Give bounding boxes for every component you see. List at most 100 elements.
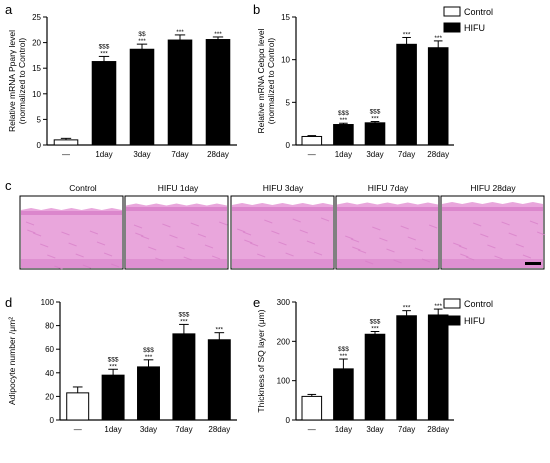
bar-—: [301, 395, 323, 421]
x-tick-label: 7day: [175, 425, 192, 434]
chart-a: 0 5 10 15 20 25 Relative mRNA Pparγ level (norm…: [7, 13, 237, 159]
significance-star: ***: [403, 305, 411, 312]
tissue-section: [337, 202, 438, 268]
tissue-fiber: [414, 247, 424, 252]
histology-image-0: [19, 195, 124, 270]
x-tick-label: 3day: [140, 425, 157, 434]
y-tick-label: 0: [37, 141, 42, 150]
muscle-layer: [337, 259, 438, 268]
muscle-layer: [442, 259, 543, 268]
y-axis-label-sub: (normalized to Control): [17, 38, 27, 125]
histology-image-2: [230, 195, 335, 270]
bar-3day: [129, 48, 155, 146]
tissue-fiber: [61, 231, 70, 236]
significance-star: ***: [434, 303, 442, 310]
muscle-layer: [21, 259, 122, 268]
panel-letter-a: a: [5, 2, 13, 17]
tissue-fiber: [242, 231, 252, 236]
significance-dollar: $$: [138, 31, 146, 38]
tissue-fiber: [190, 222, 199, 227]
y-tick-label: 300: [277, 298, 291, 307]
y-tick-label: 20: [45, 392, 54, 401]
tissue-fiber: [350, 238, 360, 243]
y-tick-label: 40: [45, 369, 54, 378]
panel-letter-e: e: [253, 295, 260, 310]
tissue-fiber: [219, 221, 228, 226]
significance-star: ***: [138, 38, 146, 45]
y-tick-label: 100: [41, 298, 55, 307]
tissue-fiber: [379, 237, 388, 242]
tissue-fiber: [244, 239, 253, 244]
muscle-layer: [126, 259, 227, 268]
x-tick-label: —: [62, 150, 70, 159]
epidermis-layer: [232, 207, 333, 211]
legend-bottom: Control HIFU: [443, 298, 493, 326]
y-tick-label: 100: [277, 377, 291, 386]
significance-star: ***: [403, 31, 411, 38]
epidermis-layer: [337, 207, 438, 211]
tissue-fiber: [211, 255, 221, 260]
legend-top-hifu-swatch: [443, 22, 461, 33]
tissue-fiber: [386, 248, 395, 253]
x-tick-label: 28day: [208, 425, 230, 434]
bar-—: [301, 135, 323, 146]
legend-bottom-hifu-label: HIFU: [464, 316, 485, 326]
x-tick-label: —: [74, 425, 82, 434]
histology-label-hifu-28day: HIFU 28day: [470, 183, 516, 193]
bar-7day: [167, 39, 193, 146]
histology-image-1: [124, 195, 229, 270]
epidermis-layer: [126, 207, 227, 211]
significance-star: ***: [145, 354, 153, 361]
significance-star: ***: [176, 29, 184, 36]
significance-dollar: $$$: [99, 43, 110, 50]
y-tick-label: 15: [281, 13, 290, 22]
bar-28day: [207, 339, 231, 421]
tissue-fiber: [47, 254, 56, 259]
tissue-fiber: [494, 255, 503, 260]
legend-bottom-control-swatch: [443, 298, 461, 309]
bar-—: [66, 392, 90, 421]
tissue-fiber: [352, 246, 361, 251]
significance-dollar: $$$: [108, 356, 119, 363]
tissue-fiber: [249, 242, 259, 247]
tissue-fiber: [40, 243, 49, 248]
tissue-fiber: [453, 242, 462, 247]
y-tick-label: 60: [45, 345, 54, 354]
muscle-layer: [232, 259, 333, 268]
significance-star: ***: [434, 35, 442, 42]
tissue-fiber: [501, 221, 510, 226]
tissue-fiber: [292, 218, 301, 223]
x-tick-label: 3day: [366, 150, 383, 159]
tissue-fiber: [285, 252, 294, 257]
tissue-fiber: [271, 230, 280, 235]
scale-bar: [525, 262, 541, 265]
bar-1day: [101, 374, 125, 421]
tissue-fiber: [75, 253, 84, 258]
y-tick-label: 10: [32, 90, 41, 99]
epidermis-layer: [442, 207, 543, 211]
chart-d: 0 20 40 60 80 100 Adipocyte number /μm² — 1day **…: [7, 298, 237, 434]
significance-dollar: $$$: [178, 311, 189, 318]
x-tick-label: 1day: [95, 150, 112, 159]
tissue-section: [442, 202, 543, 268]
x-tick-label: —: [308, 425, 316, 434]
tissue-fiber: [515, 243, 524, 248]
panel-letter-d: d: [5, 295, 12, 310]
tissue-fiber: [237, 228, 246, 233]
tissue-fiber: [140, 235, 150, 240]
legend-top-control-swatch: [443, 6, 461, 17]
tissue-section: [126, 203, 227, 268]
tissue-fiber: [204, 244, 214, 249]
epidermis-layer: [21, 211, 122, 215]
tissue-fiber: [487, 244, 496, 249]
bar-7day: [396, 43, 417, 146]
tissue-section: [232, 203, 333, 268]
histology-label-hifu-7day: HIFU 7day: [368, 183, 409, 193]
significance-star: ***: [340, 353, 348, 360]
legend-top-control-label: Control: [464, 7, 493, 17]
y-tick-label: 25: [32, 13, 41, 22]
bar-1day: [91, 61, 117, 146]
tissue-fiber: [536, 231, 546, 236]
